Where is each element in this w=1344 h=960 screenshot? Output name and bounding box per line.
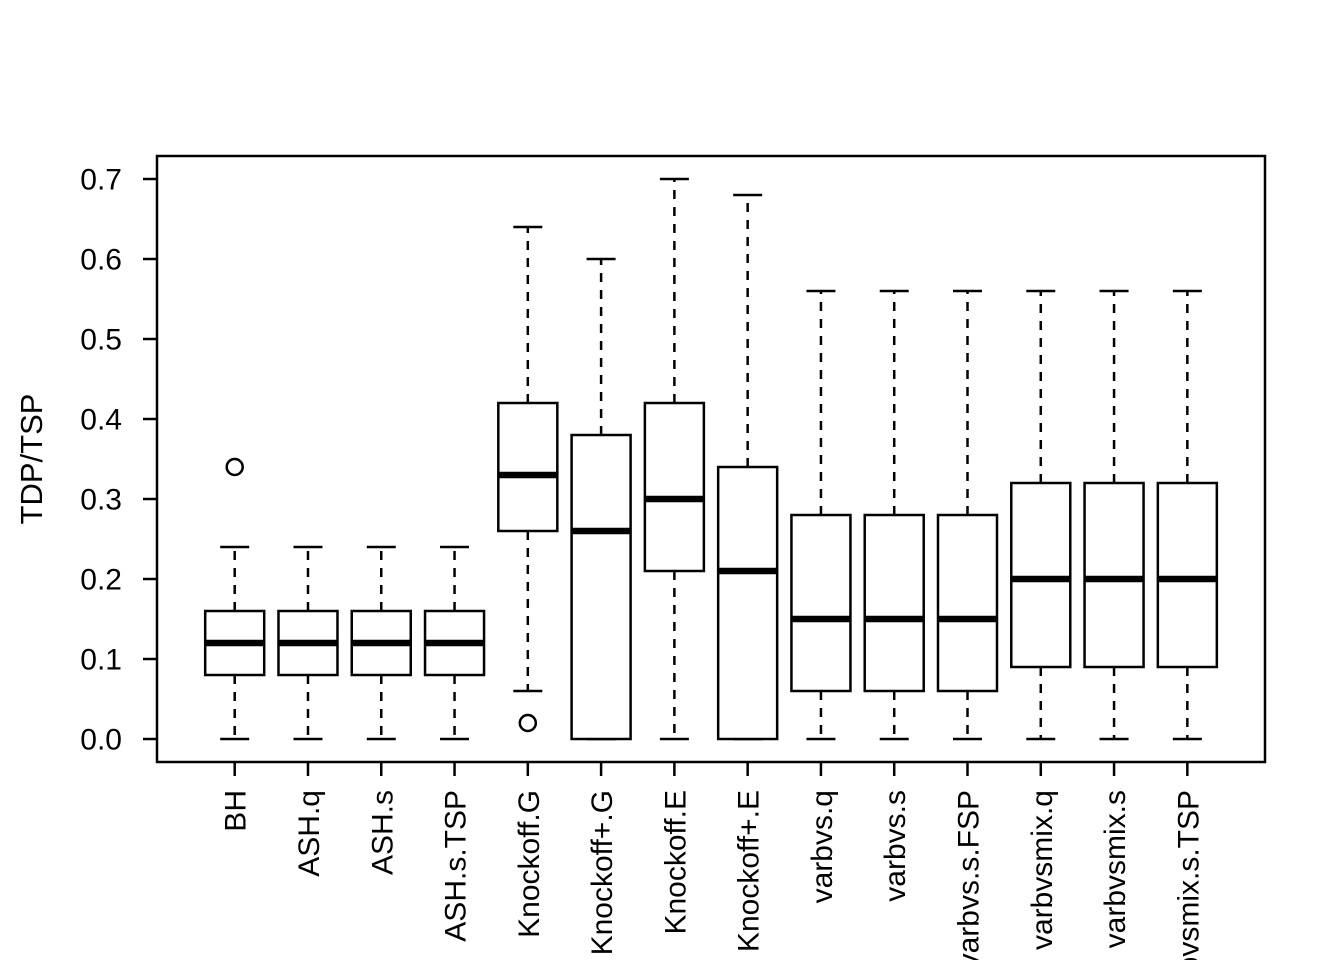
iqr-box (1156, 481, 1219, 669)
x-tick-label: Knockoff+.G (586, 790, 619, 955)
boxplot-Knockoff.E (643, 177, 706, 741)
iqr-box (790, 513, 852, 693)
y-axis: 0.0 0.1 0.2 0.3 0.4 0.5 0.6 0.7 (80, 164, 157, 757)
iqr-box (570, 433, 632, 741)
x-tick-label: ASH.s (366, 790, 399, 875)
boxplot-varbvsmix.s.TSP (1156, 289, 1219, 741)
boxplot-varbvsmix.s (1083, 289, 1145, 741)
iqr-box (716, 465, 779, 741)
x-tick-label: varbvs.s (879, 790, 912, 902)
x-tick-label: varbvsmix.q (1026, 790, 1059, 950)
x-tick-label: varbvsmix.s.TSP (1172, 790, 1205, 960)
x-tick-label: BH (220, 790, 253, 832)
boxplot-Knockoff+.E (716, 193, 779, 741)
boxplot-Knockoff.G (497, 225, 559, 733)
x-tick-label: ASH.q (293, 790, 326, 877)
y-tick-label: 0.4 (80, 404, 122, 437)
y-axis-title: TDP/TSP (14, 394, 49, 525)
x-tick-label: ASH.s.TSP (440, 790, 473, 942)
plot-border (155, 154, 1267, 764)
y-tick-label: 0.0 (80, 724, 122, 757)
iqr-box (1010, 481, 1072, 669)
boxplot-varbvs.q (790, 289, 852, 741)
boxplot-varbvs.s (863, 289, 925, 741)
x-tick-label: Knockoff+.E (733, 790, 766, 952)
iqr-box (497, 401, 559, 533)
y-tick-label: 0.7 (80, 164, 122, 197)
y-tick-label: 0.2 (80, 564, 122, 597)
boxplot-ASH.s.TSP (423, 545, 486, 741)
x-tick-label: Knockoff.G (513, 790, 546, 938)
x-tick-label: varbvs.q (806, 790, 839, 903)
y-tick-label: 0.3 (80, 484, 122, 517)
outlier-point (225, 457, 244, 477)
outlier-point (518, 713, 538, 733)
iqr-box (1083, 481, 1145, 669)
boxplot-ASH.q (277, 545, 339, 741)
boxplot-varbvsmix.q (1010, 289, 1072, 741)
y-tick-label: 0.5 (80, 324, 122, 357)
y-tick-label: 0.6 (80, 244, 122, 277)
boxplot-ASH.s (350, 545, 413, 741)
boxplot-Knockoff+.G (570, 257, 632, 741)
boxplot-varbvs.s.FSP (936, 289, 999, 741)
x-tick-label: varbvs.s.FSP (953, 790, 986, 960)
boxplot-BH (203, 457, 266, 741)
x-tick-label: Knockoff.E (659, 790, 692, 935)
y-tick-label: 0.1 (80, 644, 122, 677)
iqr-box (643, 401, 706, 573)
iqr-box (936, 513, 999, 693)
x-tick-label: varbvsmix.s (1099, 790, 1132, 948)
iqr-box (863, 513, 925, 693)
x-axis: BH ASH.q ASH.s ASH.s.TSP Knockoff.G Knockoff+… (220, 762, 1205, 960)
